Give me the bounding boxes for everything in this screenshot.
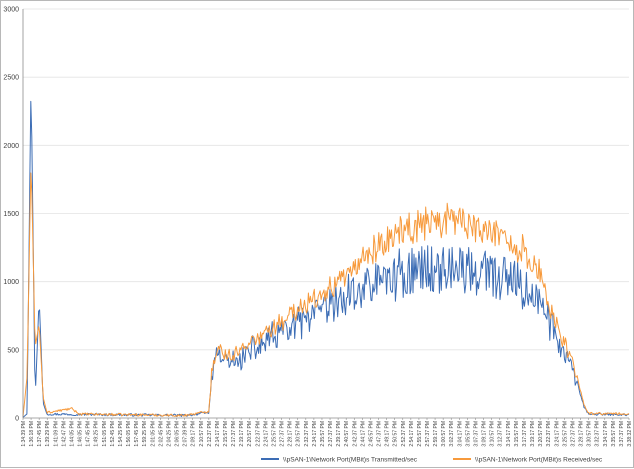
x-tick-label: 2:49:17 PM: [385, 421, 391, 447]
x-tick-label: 2:32:37 PM: [304, 421, 310, 447]
x-tick-label: 3:02:37 PM: [449, 421, 455, 447]
x-tick-label: 2:37:37 PM: [328, 421, 334, 447]
legend-label-1: \\pSAN-1\Network Port(MBit)s Transmitted…: [283, 457, 418, 464]
x-tick-label: 2:17:37 PM: [231, 421, 237, 447]
y-tick-labels: 0 500 1000 1500 2000 2500 3000: [3, 7, 19, 423]
x-tick-label: 1:39:29 PM: [45, 421, 51, 447]
x-tick-label: 3:37:37 PM: [619, 421, 625, 447]
x-tick-label: 1:41:09 PM: [53, 421, 59, 447]
x-tick-label: 3:27:37 PM: [570, 421, 576, 447]
x-tick-label: 1:57:45 PM: [134, 421, 140, 447]
y-tick-label-1000: 1000: [3, 279, 19, 286]
x-tick-label: 3:35:57 PM: [611, 421, 617, 447]
x-tick-label: 1:44:05 PM: [69, 421, 75, 447]
y-tick-label-0: 0: [15, 416, 19, 423]
x-tick-label: 1:52:45 PM: [110, 421, 116, 447]
x-tick-label: 2:52:37 PM: [401, 421, 407, 447]
x-tick-label: 2:10:57 PM: [199, 421, 205, 447]
x-tick-label: 3:15:57 PM: [514, 421, 520, 447]
x-tick-label: 2:35:57 PM: [320, 421, 326, 447]
x-tick-label: 2:24:17 PM: [263, 421, 269, 447]
x-tick-label: 3:32:37 PM: [595, 421, 601, 447]
x-tick-label: 3:25:57 PM: [562, 421, 568, 447]
x-tick-label: 1:51:05 PM: [102, 421, 108, 447]
x-tick-label: 3:12:37 PM: [498, 421, 504, 447]
x-tick-label: 2:47:37 PM: [377, 421, 383, 447]
x-tick-label: 2:50:57 PM: [393, 421, 399, 447]
x-tick-label: 2:27:37 PM: [280, 421, 286, 447]
x-tick-label: 2:09:17 PM: [191, 421, 197, 447]
x-tick-label: 3:17:37 PM: [522, 421, 528, 447]
x-tick-label: 1:46:05 PM: [78, 421, 84, 447]
x-tick-label: 2:06:05 PM: [175, 421, 181, 447]
x-tick-label: 2:45:57 PM: [368, 421, 374, 447]
x-tick-label: 2:04:25 PM: [166, 421, 172, 447]
gridlines: [23, 8, 629, 351]
series-line-1: [22, 100, 630, 418]
x-tick-label: 3:34:17 PM: [603, 421, 609, 447]
x-tick-label: 3:10:57 PM: [490, 421, 496, 447]
x-tick-label: 3:20:57 PM: [538, 421, 544, 447]
x-tick-label: 3:04:17 PM: [457, 421, 463, 447]
x-tick-label: 3:38:32 PM: [627, 421, 633, 447]
x-tick-label: 3:30:57 PM: [587, 421, 593, 447]
x-tick-label: 2:57:37 PM: [425, 421, 431, 447]
x-tick-label: 2:54:17 PM: [409, 421, 415, 447]
x-tick-label: 1:42:47 PM: [61, 421, 67, 447]
x-tick-label: 3:24:17 PM: [554, 421, 560, 447]
x-tick-label: 3:00:57 PM: [441, 421, 447, 447]
x-tick-label: 2:44:17 PM: [360, 421, 366, 447]
x-tick-label: 2:20:57 PM: [247, 421, 253, 447]
x-tick-label: 1:34:39 PM: [21, 421, 27, 447]
x-tick-label: 1:37:45 PM: [37, 421, 43, 447]
x-tick-label: 2:02:45 PM: [158, 421, 164, 447]
x-tick-label: 3:29:17 PM: [579, 421, 585, 447]
x-tick-label: 1:36:18 PM: [29, 421, 35, 447]
x-tick-label: 2:59:17 PM: [433, 421, 439, 447]
x-tick-label: 2:29:17 PM: [288, 421, 294, 447]
y-tick-label-500: 500: [7, 347, 19, 354]
y-tick-label-3000: 3000: [3, 7, 19, 14]
y-tick-label-2500: 2500: [3, 75, 19, 82]
x-tick-label: 2:15:57 PM: [223, 421, 229, 447]
x-tick-label: 3:22:37 PM: [546, 421, 552, 447]
x-tick-label: 1:49:25 PM: [94, 421, 100, 447]
x-tick-label: 2:01:05 PM: [150, 421, 156, 447]
x-tick-label: 1:56:05 PM: [126, 421, 132, 447]
legend: \\pSAN-1\Network Port(MBit)s Transmitted…: [261, 457, 603, 464]
x-tick-label: 2:25:57 PM: [271, 421, 277, 447]
x-tick-labels: 1:34:39 PM 1:36:18 PM 1:37:45 PM 1:39:29 PM…: [21, 421, 633, 447]
x-tick-label: 2:14:17 PM: [215, 421, 221, 447]
x-tick-label: 3:14:17 PM: [506, 421, 512, 447]
x-tick-label: 1:54:25 PM: [118, 421, 124, 447]
series-lines: [22, 100, 630, 418]
x-tick-label: 3:07:37 PM: [473, 421, 479, 447]
y-tick-label-2000: 2000: [3, 143, 19, 150]
x-tick-label: 2:19:17 PM: [239, 421, 245, 447]
axes: [22, 9, 630, 420]
series-line-2: [22, 172, 630, 417]
x-tick-label: 2:12:37 PM: [207, 421, 213, 447]
x-tick-label: 3:05:57 PM: [465, 421, 471, 447]
x-tick-label: 1:59:25 PM: [142, 421, 148, 447]
x-tick-label: 2:07:39 PM: [183, 421, 189, 447]
x-tick-label: 2:39:17 PM: [336, 421, 342, 447]
x-tick-label: 2:55:57 PM: [417, 421, 423, 447]
x-tick-label: 3:19:17 PM: [530, 421, 536, 447]
x-tick-label: 1:47:45 PM: [86, 421, 92, 447]
x-tick-label: 2:40:57 PM: [344, 421, 350, 447]
x-tick-label: 2:34:17 PM: [312, 421, 318, 447]
y-tick-label-1500: 1500: [3, 211, 19, 218]
legend-label-2: \\pSAN-1\Network Port(MBit)s Received/se…: [475, 457, 603, 464]
x-tick-label: 2:30:57 PM: [296, 421, 302, 447]
x-tick-label: 2:42:37 PM: [352, 421, 358, 447]
x-tick-label: 3:09:17 PM: [482, 421, 488, 447]
x-tick-label: 2:22:37 PM: [255, 421, 261, 447]
